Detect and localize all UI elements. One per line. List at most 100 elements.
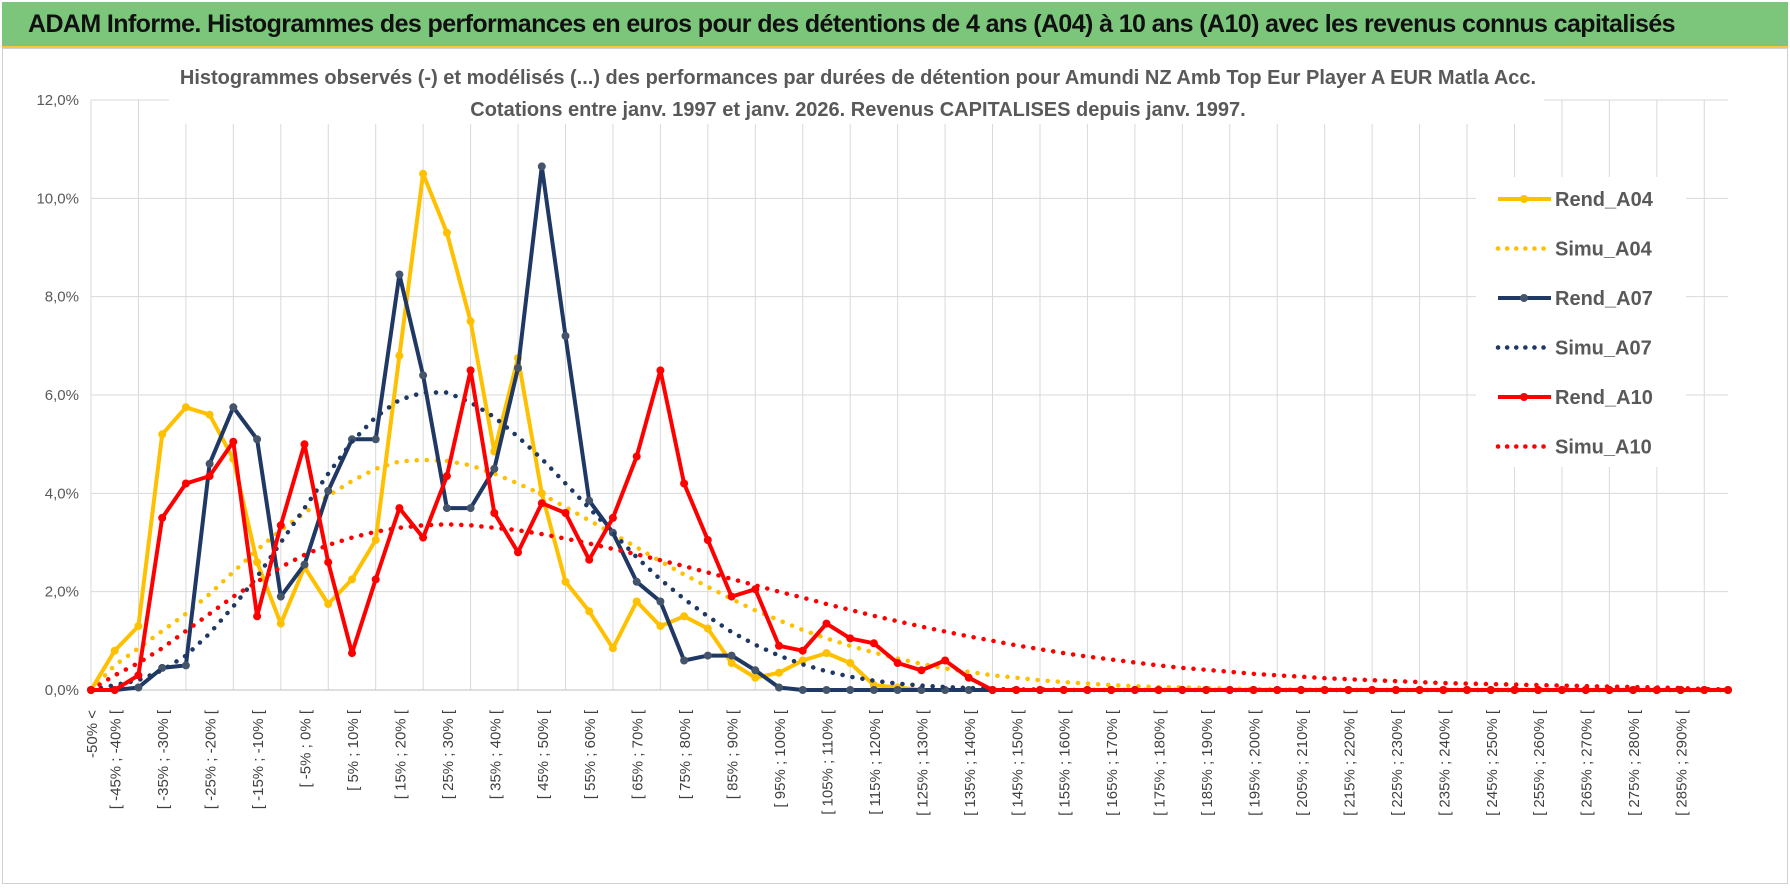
data-point <box>608 644 617 653</box>
data-point <box>1083 686 1092 694</box>
x-tick-label: [ 155% ; 160% [ <box>1057 709 1074 816</box>
data-point <box>181 479 190 488</box>
series-Rend_A10 <box>87 366 1732 694</box>
legend-marker <box>1520 294 1528 302</box>
data-point <box>134 671 143 680</box>
data-point <box>276 619 285 628</box>
data-point <box>442 228 451 237</box>
data-point <box>324 486 333 495</box>
data-point <box>608 513 617 522</box>
data-point <box>941 656 950 665</box>
chart-frame: Histogrammes observés (-) et modélisés (… <box>2 48 1788 884</box>
data-point <box>561 509 570 517</box>
x-tick-label: [ 235% ; 240% [ <box>1436 709 1453 816</box>
data-point <box>798 686 807 694</box>
data-point <box>1415 686 1424 694</box>
x-tick-label: [ 145% ; 150% [ <box>1009 709 1026 816</box>
data-point <box>727 592 736 601</box>
y-tick-label: 2,0% <box>45 584 79 601</box>
data-point <box>751 673 760 682</box>
x-tick-label: [ 255% ; 260% [ <box>1531 709 1548 816</box>
data-point <box>490 464 499 473</box>
report-title: ADAM Informe. Histogrammes des performan… <box>28 10 1676 38</box>
data-point <box>1486 686 1495 694</box>
data-point <box>1036 686 1044 694</box>
legend-item: Rend_A10 <box>1498 387 1653 409</box>
x-tick-label: [ -45% ; -40% [ <box>108 709 125 809</box>
data-point <box>1320 686 1329 694</box>
data-point <box>348 575 356 584</box>
data-point <box>1344 686 1353 694</box>
data-point <box>727 659 736 667</box>
x-tick-label: [ -15% ; -10% [ <box>250 709 267 809</box>
data-point <box>514 548 522 557</box>
x-tick-label: [ 95% ; 100% [ <box>772 709 789 807</box>
data-point <box>680 656 689 665</box>
x-tick-label: [ 105% ; 110% [ <box>819 709 836 815</box>
data-point <box>775 641 783 650</box>
data-point <box>585 555 594 564</box>
data-point <box>276 521 285 530</box>
legend-label: Simu_A04 <box>1555 239 1653 261</box>
data-point <box>1557 686 1566 694</box>
y-axis-tick-labels: 0,0% 2,0% 4,0% 6,0% 8,0% 10,0% 12,0% <box>36 92 79 699</box>
data-point <box>1534 686 1543 694</box>
legend-label: Rend_A10 <box>1555 387 1653 409</box>
data-point <box>846 659 855 667</box>
data-point <box>466 366 475 375</box>
data-point <box>632 597 641 606</box>
legend-label: Simu_A10 <box>1555 437 1652 459</box>
data-point <box>585 496 594 505</box>
x-tick-label: [ -5% ; 0% [ <box>298 709 315 787</box>
x-tick-label: [ 125% ; 130% [ <box>914 709 931 816</box>
y-tick-label: 12,0% <box>36 92 79 109</box>
data-point <box>1629 686 1638 694</box>
data-point <box>229 437 238 446</box>
x-tick-label: [ 265% ; 270% [ <box>1579 709 1596 816</box>
x-axis-tick-labels: -50% < [ -45% ; -40% [[ -35% ; -30% [[ -2… <box>84 709 1691 816</box>
data-point <box>419 371 428 380</box>
data-point <box>822 619 831 628</box>
legend-item: Simu_A07 <box>1495 338 1652 360</box>
series-Simu_A04 <box>88 457 1731 693</box>
data-point <box>300 440 309 449</box>
data-point <box>371 536 380 544</box>
data-point <box>442 472 451 481</box>
x-tick-label: [ 35% ; 40% [ <box>487 709 504 799</box>
data-point <box>561 332 570 340</box>
data-point <box>869 686 878 694</box>
x-tick-label: [ 175% ; 180% [ <box>1152 709 1169 816</box>
data-point <box>869 639 878 648</box>
data-point <box>632 452 641 461</box>
data-point <box>656 597 665 606</box>
data-point <box>253 558 262 567</box>
data-point <box>395 270 404 279</box>
grid-lines <box>90 99 1728 691</box>
series-Simu_A10 <box>88 522 1731 693</box>
data-point <box>1154 686 1163 694</box>
data-point <box>632 577 641 586</box>
data-point <box>917 666 926 675</box>
data-point <box>537 162 546 171</box>
x-tick-label: [ 165% ; 170% [ <box>1104 709 1121 816</box>
data-point <box>703 624 712 633</box>
data-point <box>1368 686 1377 694</box>
data-point <box>893 659 902 667</box>
data-point <box>727 651 736 660</box>
x-tick-label: [ 225% ; 230% [ <box>1389 709 1406 816</box>
data-point <box>798 656 807 665</box>
data-point <box>1225 686 1234 694</box>
x-tick-label: [ 25% ; 30% [ <box>440 709 457 799</box>
x-tick-label: [ 45% ; 50% [ <box>535 709 552 799</box>
data-point <box>1202 686 1211 694</box>
data-point <box>1273 686 1282 694</box>
legend-item: Simu_A04 <box>1495 239 1653 261</box>
y-tick-label: 10,0% <box>36 190 79 207</box>
data-point <box>395 504 404 513</box>
data-point <box>300 560 309 569</box>
data-point <box>1059 686 1068 694</box>
x-tick-label: [ 55% ; 60% [ <box>582 709 599 799</box>
x-tick-label: [ 75% ; 80% [ <box>677 709 694 799</box>
data-point <box>110 686 119 694</box>
data-point <box>822 649 831 658</box>
